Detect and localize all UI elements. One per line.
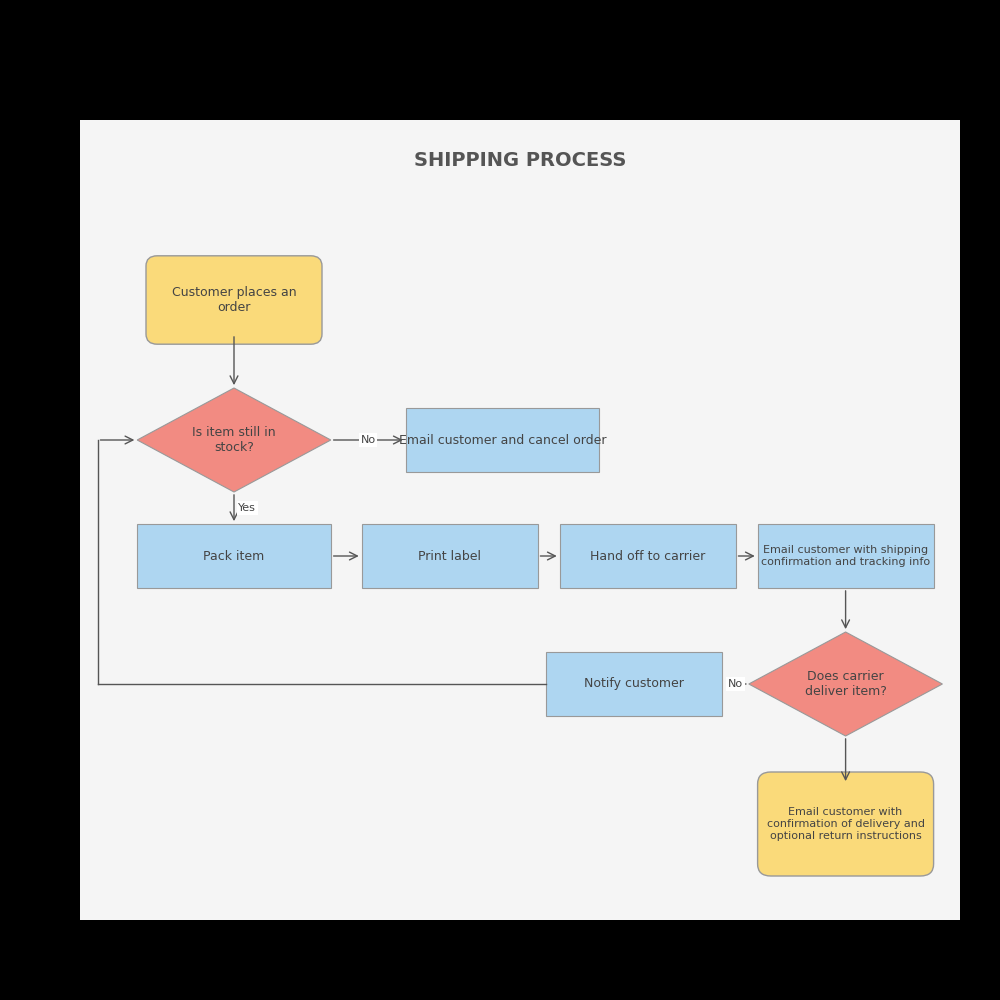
Text: Yes: Yes (238, 503, 256, 513)
Bar (137, 524, 331, 588)
Polygon shape (749, 632, 942, 736)
Text: Notify customer: Notify customer (584, 678, 684, 690)
FancyBboxPatch shape (758, 772, 934, 876)
Text: No: No (361, 435, 376, 445)
Text: Hand off to carrier: Hand off to carrier (590, 550, 705, 562)
Bar (758, 524, 934, 588)
Text: Pack item: Pack item (203, 550, 265, 562)
Text: Email customer with
confirmation of delivery and
optional return instructions: Email customer with confirmation of deli… (767, 807, 925, 841)
Text: No: No (728, 679, 743, 689)
Polygon shape (137, 388, 331, 492)
Text: Print label: Print label (418, 550, 481, 562)
Text: Does carrier
deliver item?: Does carrier deliver item? (805, 670, 887, 698)
Text: Customer places an
order: Customer places an order (172, 286, 296, 314)
Text: Email customer and cancel order: Email customer and cancel order (399, 434, 606, 446)
Text: SHIPPING PROCESS: SHIPPING PROCESS (414, 150, 626, 169)
Bar (546, 652, 722, 716)
FancyBboxPatch shape (146, 256, 322, 344)
Bar (406, 408, 599, 472)
Text: Is item still in
stock?: Is item still in stock? (192, 426, 276, 454)
Bar (362, 524, 538, 588)
Bar (560, 524, 736, 588)
Text: Email customer with shipping
confirmation and tracking info: Email customer with shipping confirmatio… (761, 545, 930, 567)
